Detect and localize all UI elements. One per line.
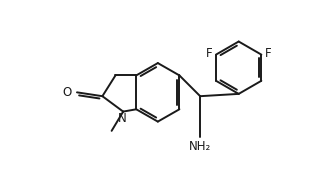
Text: O: O <box>62 86 72 99</box>
Text: F: F <box>265 47 272 60</box>
Text: NH₂: NH₂ <box>189 140 211 153</box>
Text: N: N <box>118 112 127 125</box>
Text: F: F <box>206 47 212 60</box>
